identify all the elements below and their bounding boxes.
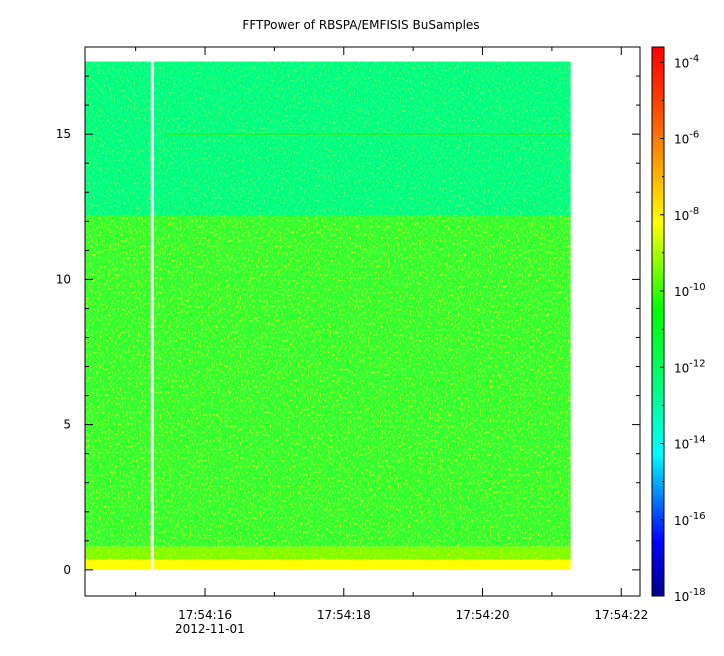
colorbar-tick-exponent: -18: [689, 587, 705, 598]
y-tick-label: 10: [56, 272, 71, 286]
colorbar-tick-exponent: -14: [689, 435, 705, 446]
x-tick-label: 17:54:20: [456, 608, 510, 622]
colorbar-tick-exponent: -8: [689, 206, 699, 217]
colorbar: [651, 46, 665, 597]
colorbar-tick-exponent: -16: [689, 511, 705, 522]
colorbar-tick-exponent: -4: [689, 53, 699, 64]
colorbar-tick-label: 10-16: [674, 511, 706, 528]
colorbar-tick-base: 10: [674, 514, 689, 528]
x-tick-label: 17:54:22: [594, 608, 648, 622]
heatmap-band-1: [85, 215, 571, 547]
colorbar-tick-base: 10: [674, 56, 689, 70]
colorbar-tick-label: 10-14: [674, 435, 706, 452]
heatmap-band-2: [85, 546, 571, 560]
y-tick-label: 0: [63, 563, 71, 577]
colorbar-tick-label: 10-8: [674, 206, 699, 223]
colorbar-tick-base: 10: [674, 133, 689, 147]
x-tick-label: 17:54:18: [317, 608, 371, 622]
colorbar-tick-base: 10: [674, 361, 689, 375]
heatmap-band-3: [85, 559, 571, 570]
heatmap-area: [85, 60, 571, 571]
data-gap: [150, 60, 154, 571]
colorbar-tick-exponent: -6: [689, 130, 699, 141]
colorbar-tick-exponent: -10: [689, 282, 705, 293]
x-axis: 17:54:16 17:54:18 17:54:20 17:54:22: [135, 47, 648, 622]
colorbar-tick-label: 10-10: [674, 282, 706, 299]
colorbar-tick-base: 10: [674, 209, 689, 223]
colorbar-tick-label: 10-4: [674, 53, 699, 70]
colorbar-tick-base: 10: [674, 590, 689, 604]
x-tick-label: 17:54:16: [178, 608, 232, 622]
y-tick-label: 15: [56, 127, 71, 141]
colorbar-tick-label: 10-6: [674, 130, 699, 147]
y-axis: 0 5 10 15: [56, 46, 640, 577]
colorbar-tick-label: 10-12: [674, 358, 706, 375]
chart-title: FFTPower of RBSPA/EMFISIS BuSamples: [242, 18, 479, 32]
colorbar-tick-label: 10-18: [674, 587, 706, 604]
colorbar-tick-base: 10: [674, 285, 689, 299]
colorbar-tick-exponent: -12: [689, 358, 705, 369]
plot-frame: [84, 46, 641, 597]
x-axis-date-label: 2012-11-01: [175, 622, 245, 636]
colorbar-tick-base: 10: [674, 438, 689, 452]
heatmap-band-0: [85, 61, 571, 216]
y-tick-label: 5: [63, 418, 71, 432]
